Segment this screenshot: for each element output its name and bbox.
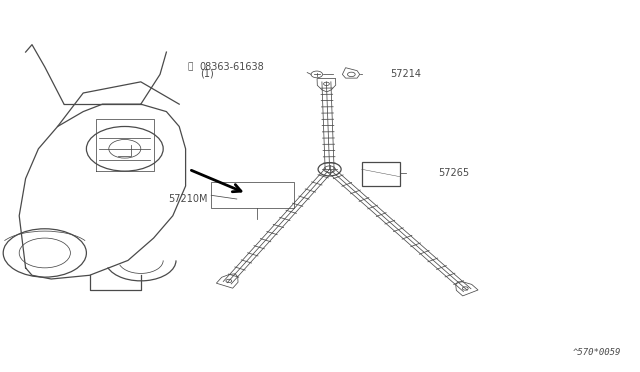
Text: (1): (1) xyxy=(200,68,213,78)
Bar xyxy=(211,182,294,208)
Text: ^570*0059: ^570*0059 xyxy=(572,348,621,357)
Bar xyxy=(362,162,400,186)
Text: Ⓢ: Ⓢ xyxy=(188,62,193,71)
Text: 57210M: 57210M xyxy=(168,194,208,204)
Text: 57214: 57214 xyxy=(390,70,421,79)
Text: 57265: 57265 xyxy=(438,168,470,178)
Text: 08363-61638: 08363-61638 xyxy=(200,62,264,72)
